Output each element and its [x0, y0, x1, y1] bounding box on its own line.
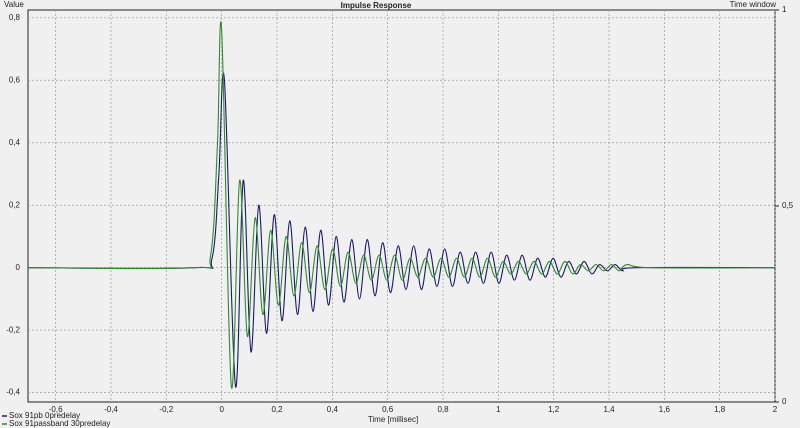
x-tick-label: 0,6 [382, 405, 394, 414]
legend-label: Sox 91pb 0predelay [9, 411, 80, 420]
x-tick-label: -0,6 [49, 405, 63, 414]
y2-tick-label: 1 [782, 5, 787, 14]
chart-title: Impulse Response [341, 1, 412, 10]
y-tick-label: 0,2 [9, 200, 21, 209]
x-tick-label: 0,8 [437, 405, 449, 414]
x-tick-label: 1,8 [714, 405, 726, 414]
series-line [27, 21, 776, 389]
x-tick-label: 1,6 [659, 405, 671, 414]
x-tick-label: 2 [773, 405, 778, 414]
x-tick-label: 1,2 [548, 405, 560, 414]
x-tick-label: 0,4 [327, 405, 339, 414]
legend-label: Sox 91passband 30predelay [9, 419, 110, 428]
x-axis-label: Time [millisec] [368, 415, 418, 424]
y-tick-label: -0,4 [6, 388, 20, 397]
y-axis-label: Value [4, 0, 24, 9]
x-tick-label: 0,2 [271, 405, 283, 414]
x-tick-label: -0,2 [159, 405, 173, 414]
x-tick-label: 0 [219, 405, 224, 414]
y2-tick-label: 0 [782, 397, 787, 406]
y-tick-label: 0,4 [9, 138, 21, 147]
y-tick-label: 0 [16, 263, 21, 272]
y-tick-label: -0,2 [6, 325, 20, 334]
y-tick-label: 0,6 [9, 75, 21, 84]
x-tick-label: 1,4 [603, 405, 615, 414]
y-tick-label: 0,8 [9, 13, 21, 22]
y2-axis-label: Time window [730, 0, 777, 9]
x-tick-label: 1 [496, 405, 501, 414]
x-tick-label: -0,4 [104, 405, 118, 414]
y2-tick-label: 0,5 [782, 201, 794, 210]
